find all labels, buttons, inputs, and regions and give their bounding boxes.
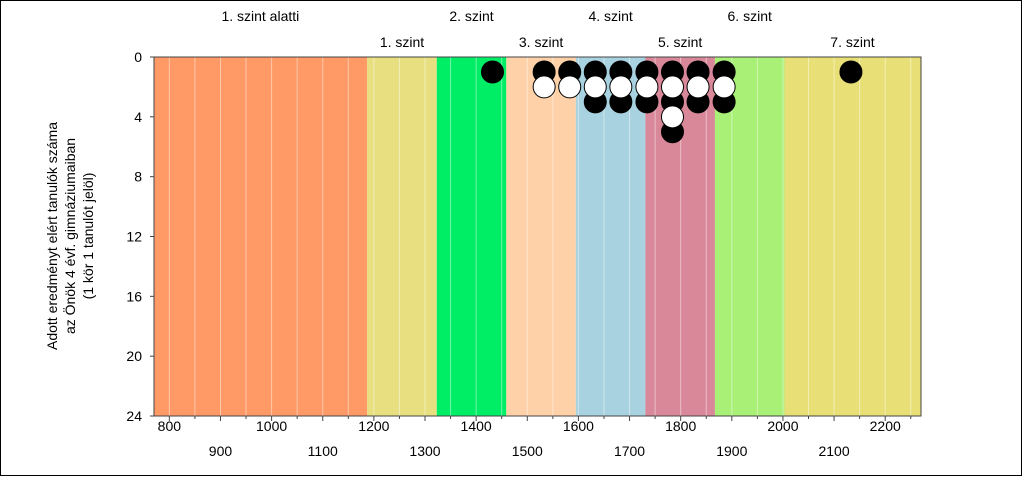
level-band: [367, 57, 437, 416]
level-label: 2. szint: [449, 8, 493, 24]
y-axis-title: Adott eredményt elért tanulók száma: [44, 122, 60, 350]
x-tick-label: 2000: [767, 418, 798, 434]
x-tick-label: 1400: [461, 418, 492, 434]
student-dot: [609, 75, 633, 99]
x-tick-label: 1500: [512, 443, 543, 459]
student-dot: [660, 105, 684, 129]
x-tick-label: 1600: [563, 418, 594, 434]
level-band: [714, 57, 785, 416]
x-tick-label: 800: [158, 418, 182, 434]
level-band: [575, 57, 646, 416]
student-dot: [635, 75, 659, 99]
student-dot: [839, 60, 863, 84]
x-tick-label: 1000: [256, 418, 287, 434]
y-tick-label: 8: [134, 169, 142, 185]
y-tick-label: 12: [126, 229, 142, 245]
y-tick-label: 20: [126, 348, 142, 364]
x-tick-label: 1700: [614, 443, 645, 459]
student-dot: [686, 75, 710, 99]
level-band: [784, 57, 921, 416]
student-dot: [583, 75, 607, 99]
y-axis-title: az Önök 4 évf. gimnáziumaiban: [61, 138, 78, 334]
level-band: [506, 57, 576, 416]
y-axis-title: (1 kör 1 tanulót jelöl): [80, 173, 96, 300]
level-label: 3. szint: [519, 34, 563, 50]
y-tick-label: 16: [126, 288, 142, 304]
x-tick-label: 2200: [870, 418, 901, 434]
level-band: [154, 57, 368, 416]
level-label: 1. szint: [380, 34, 424, 50]
y-tick-label: 24: [126, 408, 142, 424]
student-dot: [532, 75, 556, 99]
student-dot: [712, 75, 736, 99]
level-label: 4. szint: [588, 8, 632, 24]
x-tick-label: 1300: [409, 443, 440, 459]
level-label: 1. szint alatti: [221, 8, 299, 24]
student-dot: [660, 75, 684, 99]
level-band: [436, 57, 507, 416]
x-tick-label: 1200: [358, 418, 389, 434]
y-tick-label: 0: [134, 49, 142, 65]
student-dot: [558, 75, 582, 99]
level-label: 7. szint: [830, 34, 874, 50]
level-label: 5. szint: [658, 34, 702, 50]
level-label: 6. szint: [728, 8, 772, 24]
x-tick-label: 1100: [308, 443, 338, 459]
y-tick-label: 4: [134, 109, 142, 125]
x-tick-label: 2100: [818, 443, 849, 459]
x-tick-label: 900: [209, 443, 233, 459]
x-tick-label: 1900: [716, 443, 747, 459]
student-dot: [481, 60, 505, 84]
x-tick-label: 1800: [665, 418, 696, 434]
